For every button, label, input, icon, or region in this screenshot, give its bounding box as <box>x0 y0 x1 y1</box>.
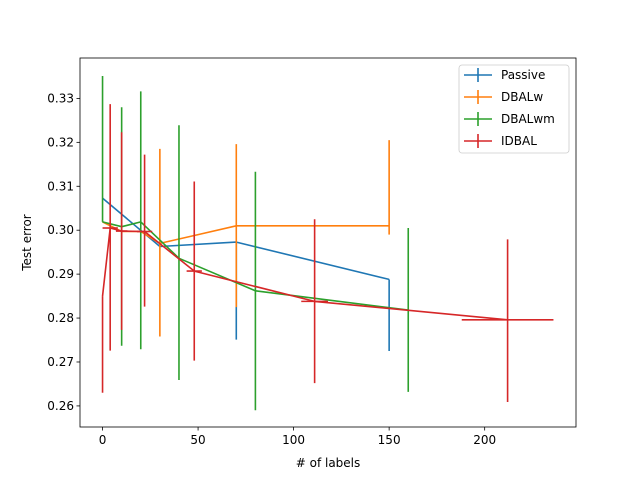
series-line-idbal <box>101 227 508 321</box>
x-tick-label: 50 <box>190 433 205 447</box>
plot-area <box>101 76 554 411</box>
y-tick-label: 0.32 <box>47 135 74 149</box>
y-tick-label: 0.31 <box>47 179 74 193</box>
series-line-dbalwm <box>102 221 409 311</box>
series-idbal <box>101 104 554 402</box>
x-tick-label: 100 <box>282 433 305 447</box>
axis-ticks: 0 50 100 150 200 0.26 0.27 0.28 0.29 0.30 0.31 0.32… <box>47 91 496 447</box>
legend-box <box>458 64 570 154</box>
x-tick-label: 150 <box>378 433 401 447</box>
series-passive <box>101 197 390 352</box>
x-tick-label: 0 <box>99 433 107 447</box>
legend-label-idbal: IDBAL <box>501 134 537 148</box>
x-tick-label: 200 <box>473 433 496 447</box>
axes-frame <box>79 57 577 428</box>
y-tick-label: 0.29 <box>47 267 74 281</box>
legend-label-dbalw: DBALw <box>501 90 543 104</box>
y-tick-label: 0.27 <box>47 355 74 369</box>
y-tick-label: 0.33 <box>47 91 74 105</box>
legend-label-passive: Passive <box>501 68 545 82</box>
legend: Passive DBALw DBALwm IDBAL <box>458 64 570 154</box>
series-dbalw <box>102 140 390 337</box>
series-line-passive <box>101 197 390 281</box>
series-dbalwm <box>101 76 410 411</box>
legend-label-dbalwm: DBALwm <box>501 112 555 126</box>
y-tick-label: 0.28 <box>47 311 74 325</box>
y-tick-label: 0.26 <box>47 399 74 413</box>
x-axis-label: # of labels <box>296 456 361 470</box>
y-tick-label: 0.30 <box>47 223 74 237</box>
y-axis-label: Test error <box>20 214 34 272</box>
